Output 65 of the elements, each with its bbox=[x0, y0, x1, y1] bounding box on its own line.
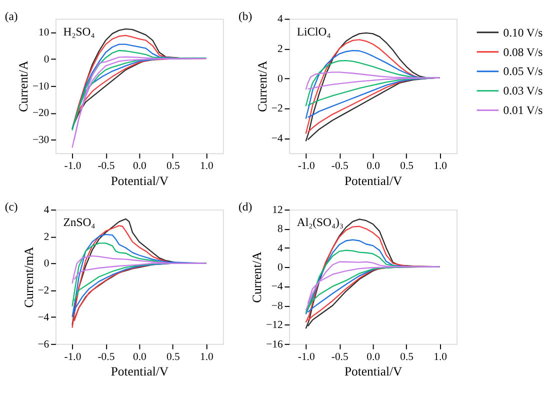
y-tick-label: −4 bbox=[271, 280, 284, 293]
legend-label: 0.05 V/s bbox=[503, 65, 544, 78]
x-tick-label: -0.5 bbox=[98, 350, 115, 363]
x-tick-label: -1.0 bbox=[64, 160, 82, 172]
y-tick-label: 4 bbox=[44, 204, 50, 216]
x-tick-label: 0.0 bbox=[133, 160, 146, 172]
x-tick-label: -0.5 bbox=[331, 160, 348, 172]
y-tick-label: −4 bbox=[271, 132, 284, 145]
x-tick-label: -1.0 bbox=[64, 350, 82, 363]
chart-title: (c) bbox=[4, 200, 18, 214]
x-tick-label: 1.0 bbox=[434, 350, 447, 363]
y-tick-label: 0 bbox=[44, 53, 50, 66]
y-tick-label: 2 bbox=[44, 230, 50, 243]
legend-label: 0.01 V/s bbox=[503, 104, 544, 118]
chart-title: (d) bbox=[238, 200, 252, 214]
y-tick-label: −6 bbox=[38, 338, 50, 350]
annotation: H₂SO₄ bbox=[63, 25, 95, 38]
y-tick-label: 10 bbox=[38, 26, 50, 39]
x-tick-label: -1.0 bbox=[298, 160, 315, 172]
annotation: ZnSO₄ bbox=[63, 216, 96, 230]
y-tick-label: 4 bbox=[277, 242, 284, 254]
y-tick-label: 0 bbox=[277, 262, 283, 274]
x-tick-label: 0.0 bbox=[366, 350, 380, 363]
y-tick-label: −30 bbox=[32, 134, 50, 146]
legend-label: 0.08 V/s bbox=[503, 46, 544, 59]
x-tick-label: 0.5 bbox=[400, 350, 414, 363]
y-tick-label: 8 bbox=[277, 223, 283, 236]
x-axis-title: Potential/V bbox=[110, 364, 168, 379]
y-tick-label: −10 bbox=[32, 80, 50, 92]
y-tick-label: 4 bbox=[277, 13, 284, 26]
legend-label: 0.03 V/s bbox=[503, 84, 544, 98]
x-tick-label: -0.5 bbox=[331, 350, 348, 363]
y-tick-label: −2 bbox=[38, 284, 50, 297]
chart-title: (a) bbox=[4, 10, 18, 23]
x-tick-label: 0.5 bbox=[400, 160, 414, 172]
y-axis-title: Current/A bbox=[250, 250, 264, 303]
x-tick-label: 1.0 bbox=[200, 160, 214, 172]
x-tick-label: 1.0 bbox=[200, 350, 214, 363]
x-axis-title: Potential/V bbox=[344, 364, 402, 379]
y-tick-label: 0 bbox=[277, 72, 283, 85]
x-tick-label: 0.0 bbox=[366, 160, 380, 172]
x-tick-label: -1.0 bbox=[298, 350, 315, 363]
y-axis-title: Current/mA bbox=[22, 246, 36, 308]
x-axis-title: Potential/V bbox=[344, 174, 402, 188]
x-tick-label: 0.0 bbox=[133, 350, 146, 363]
y-tick-label: −20 bbox=[32, 107, 50, 120]
y-tick-label: 2 bbox=[277, 43, 283, 56]
y-axis-title: Current/A bbox=[256, 60, 270, 112]
x-axis-title: Potential/V bbox=[110, 174, 168, 188]
annotation: Al₂(SO₄)₃ bbox=[296, 216, 344, 230]
y-axis-title: Current/A bbox=[16, 60, 31, 112]
y-tick-label: −16 bbox=[266, 338, 284, 350]
annotation: LiClO₄ bbox=[296, 25, 331, 38]
y-tick-label: −8 bbox=[271, 300, 283, 312]
y-tick-label: −12 bbox=[266, 319, 283, 332]
y-tick-label: −4 bbox=[38, 311, 50, 324]
x-tick-label: 0.5 bbox=[166, 350, 180, 363]
y-tick-label: 0 bbox=[44, 258, 50, 270]
x-tick-label: 1.0 bbox=[434, 160, 447, 172]
y-tick-label: 12 bbox=[272, 204, 283, 216]
legend-label: 0.10 V/s bbox=[503, 26, 544, 40]
y-tick-label: −2 bbox=[271, 102, 283, 115]
chart-title: (b) bbox=[238, 10, 252, 23]
x-tick-label: 0.5 bbox=[166, 160, 180, 172]
x-tick-label: -0.5 bbox=[98, 160, 115, 172]
